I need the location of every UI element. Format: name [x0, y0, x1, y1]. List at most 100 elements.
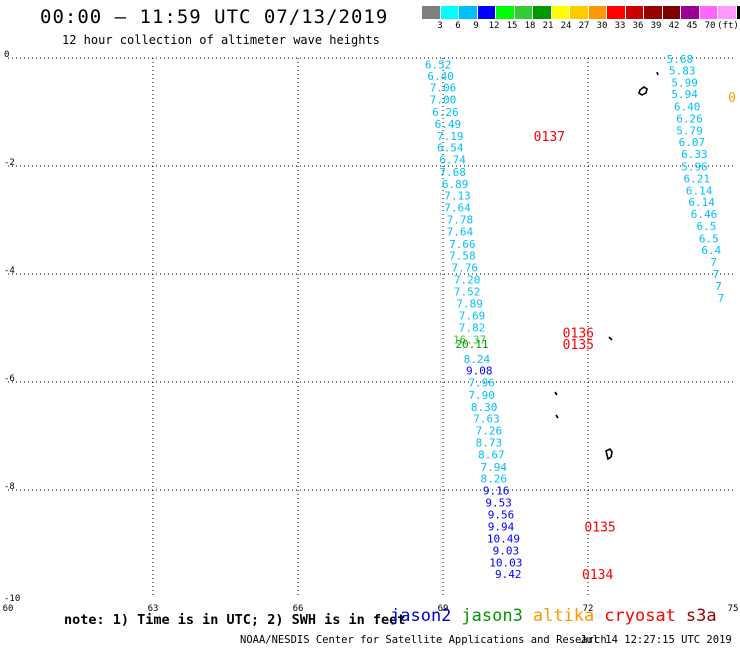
generated-timestamp: Jul 14 12:27:15 UTC 2019: [580, 634, 732, 646]
wave-height-label: 7: [710, 256, 717, 269]
wave-height-label: 9.08: [466, 365, 493, 378]
time-label: 0134: [582, 568, 613, 583]
wave-height-label: 9.42: [495, 568, 522, 581]
wave-height-label: 7.78: [447, 213, 474, 226]
wave-height-label: 9.03: [493, 544, 520, 557]
colorbar-swatch: [533, 6, 552, 19]
wave-height-label: 8.24: [464, 353, 491, 366]
colorbar-tick-label: 39: [650, 21, 662, 31]
colorbar-swatch: [588, 6, 607, 19]
wave-height-label: 7.64: [447, 225, 474, 238]
wave-height-label: 6.40: [427, 70, 454, 83]
wave-height-label: 7.06: [430, 82, 457, 95]
satellite-legend-cryosat: cryosat: [604, 606, 676, 626]
colorbar-swatch: [681, 6, 700, 19]
wave-height-label: 7.00: [430, 94, 457, 107]
wave-height-label: 8.30: [471, 401, 498, 414]
coastline-fragment: [608, 336, 613, 341]
wave-height-label: 7: [713, 268, 720, 281]
colorbar-swatch: [736, 6, 740, 19]
coastline-fragment: [638, 86, 648, 96]
wave-height-label: 7.94: [481, 461, 508, 474]
x-tick-label: 69: [438, 604, 449, 614]
colorbar-swatch: [699, 6, 718, 19]
x-tick-label: 63: [148, 604, 159, 614]
wave-height-label: 5.99: [671, 76, 698, 89]
wave-height-label: 7.64: [444, 202, 471, 215]
colorbar-swatch: [422, 6, 441, 19]
wave-height-label: 6.54: [437, 142, 464, 155]
colorbar-swatch: [459, 6, 478, 19]
colorbar-tick-label: 27: [578, 21, 590, 31]
wave-height-label: 5.79: [676, 124, 703, 137]
wave-height-label: 7.89: [456, 298, 483, 311]
colorbar-swatch: [496, 6, 515, 19]
wave-height-label: 6.5: [696, 220, 716, 233]
time-label: 0137: [534, 130, 565, 145]
wave-height-label: 5.94: [671, 88, 698, 101]
colorbar-labels: 3 6 9 12 15 18 21 24 27 30 33 36 39 42 45 70 (ft): [422, 21, 740, 33]
wave-height-label: 6.5: [699, 232, 719, 245]
credit-text: NOAA/NESDIS Center for Satellite Applica…: [240, 634, 607, 646]
satellite-legend-jason3: jason3: [461, 606, 523, 626]
colorbar-legend: 3 6 9 12 15 18 21 24 27 30 33 36 39 42 45 70 (ft): [422, 6, 740, 31]
colorbar-swatch: [514, 6, 533, 19]
chart-title: 00:00 – 11:59 UTC 07/13/2019: [40, 6, 389, 28]
colorbar-swatch: [477, 6, 496, 19]
satellite-legend-altika: altika: [532, 606, 595, 626]
wave-height-label: 7.76: [452, 262, 479, 275]
wave-height-label: 7.69: [459, 310, 486, 323]
wave-height-label: 6.14: [688, 196, 715, 209]
time-label: 0135: [563, 338, 594, 353]
wave-height-label: 6.4: [701, 244, 721, 257]
colorbar-tick-label: 70: [704, 21, 716, 31]
wave-height-label: 7: [718, 292, 725, 305]
y-tick-label: -8: [4, 482, 15, 492]
wave-height-label: 7.13: [444, 190, 471, 203]
wave-height-label: 5.83: [669, 64, 696, 77]
wave-height-label: 6.49: [435, 118, 462, 131]
time-label: 0135: [584, 521, 615, 536]
wave-height-label: 8.73: [476, 436, 503, 449]
wave-height-label: 5.68: [667, 53, 694, 66]
colorbar-tick-label: 3: [437, 21, 443, 31]
colorbar-swatch: [718, 6, 737, 19]
colorbar-swatches: [422, 6, 740, 19]
wave-height-label: 10.49: [487, 533, 520, 546]
coastline-fragment: [605, 447, 613, 461]
wave-height-label: 9.94: [488, 521, 515, 534]
wave-height-label: 20.11: [455, 338, 488, 351]
y-tick-label: -6: [4, 374, 15, 384]
colorbar-unit-label: (ft): [717, 21, 739, 31]
wave-height-label: 6.26: [432, 106, 459, 119]
y-tick-label: -4: [4, 266, 15, 276]
colorbar-swatch: [662, 6, 681, 19]
coastline-fragment: [656, 71, 659, 76]
partial-time-label: 0: [728, 91, 736, 106]
wave-height-label: 7.26: [476, 425, 503, 438]
wave-height-label: 7.19: [437, 130, 464, 143]
satellite-legend-s3a: s3a: [685, 606, 717, 626]
wave-height-label: 10.03: [489, 556, 522, 569]
wave-height-label: 8.67: [478, 448, 505, 461]
chart-subtitle: 12 hour collection of altimeter wave hei…: [62, 33, 380, 47]
wave-height-label: 7: [715, 280, 722, 293]
wave-height-label: 6.74: [439, 154, 466, 167]
x-tick-label: 75: [728, 604, 739, 614]
wave-height-label: 16.37: [453, 333, 486, 346]
y-tick-label: 0: [4, 50, 9, 60]
time-label: 0136: [563, 326, 594, 341]
colorbar-tick-label: 33: [614, 21, 626, 31]
wave-height-label: 6.26: [676, 112, 703, 125]
colorbar-tick-label: 18: [524, 21, 536, 31]
colorbar-swatch: [551, 6, 570, 19]
satellite-legend: jason2 jason3 altika cryosat s3a: [390, 606, 717, 626]
x-tick-label: 60: [3, 604, 14, 614]
wave-height-label: 9.56: [488, 508, 515, 521]
colorbar-swatch: [625, 6, 644, 19]
colorbar-swatch: [570, 6, 589, 19]
colorbar-swatch: [440, 6, 459, 19]
x-tick-label: 72: [583, 604, 594, 614]
units-note: note: 1) Time is in UTC; 2) SWH is in fe…: [64, 612, 406, 628]
